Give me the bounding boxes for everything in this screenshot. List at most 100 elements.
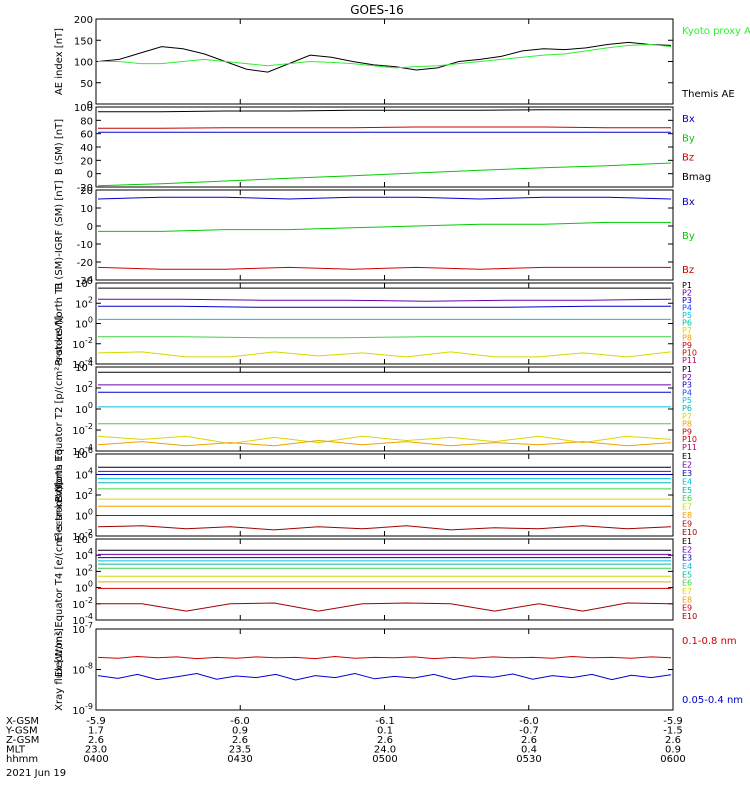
y-tick-label: 10-8 [72,662,93,677]
y-tick-label: 20 [80,156,93,167]
legend-item: E2 [682,545,692,554]
y-tick-label: 10-7 [72,621,93,636]
y-tick-label: 100 [75,580,93,595]
y-axis-label: B (SM)-IGRF (SM) [nT] [54,180,65,289]
y-axis-label: Electrons Equator T4 [e/(cm²-s-sr-keV)] [54,482,65,677]
time-axis-value: 2.6 [88,735,104,746]
panel-pe: 10-4 10-2 100 102 104 Protons Equator T2 [p/(… [54,316,697,503]
legend-item: P5 [682,311,692,320]
y-tick-label: 102 [75,380,93,395]
series-p3 [98,305,671,308]
y-tick-label: 100 [75,508,93,523]
series-bz [98,126,671,129]
time-axis-value: 0.9 [232,726,248,737]
y-tick-label: 102 [75,295,93,310]
time-axis: X-GSM -5.9 -6.0 -6.1 -6.0 -5.9 Y-GSM 1.7 0.9 0.1 -… [5,716,686,779]
y-tick-label: 20 [80,186,93,197]
time-axis-value: -6.1 [375,716,395,727]
legend-item: Bz [682,153,694,164]
y-axis-label: Protons Equator T2 [p/(cm²-s-sr-keV)] [54,316,65,503]
legend-item: P1 [682,365,692,374]
legend-item: P6 [682,319,692,328]
legend-item: P8 [682,420,692,429]
legend-item: E8 [682,595,692,604]
series-e10 [97,525,672,531]
time-axis-value: 2.6 [665,735,681,746]
panel-bsm: -20 0 20 40 60 80 100 B (SM) [nT] Bx By Bz Bmag [54,103,711,194]
legend-item: P10 [682,435,697,444]
series-bz [97,266,671,270]
y-tick-label: 50 [80,79,93,90]
panel-xray: 10-9 10-8 10-7 Xray flux [W/m²] 0.1-0.8 nm 0.… [54,621,743,717]
time-axis-value: 2.6 [377,735,393,746]
time-axis-value: -5.9 [663,716,683,727]
series-themis-ae [97,41,672,73]
y-tick-label: 106 [75,446,93,461]
series-p7 [97,435,672,445]
time-axis-value: 0600 [660,754,685,765]
y-tick-label: 80 [80,116,93,127]
series-p8 [97,439,672,447]
legend-item: E10 [682,612,697,621]
legend-item: E5 [682,570,692,579]
panel-frame [95,628,674,711]
panel-ae: 0 50 100 150 200 AE index [nT] Kyoto proxy AE T… [54,15,750,111]
y-tick-label: 10-2 [72,528,93,543]
legend-item: E9 [682,520,692,529]
legend-item: 0.05-0.4 nm [682,695,743,706]
legend-item: P10 [682,349,697,358]
y-tick-label: -20 [77,183,93,194]
y-axis-label: Electrons North T3 [54,448,65,541]
y-tick-label: 10-9 [72,702,93,717]
series-p2 [98,298,672,302]
legend-item: P9 [682,341,692,350]
legend-item: E1 [682,452,692,461]
legend-item: P7 [682,412,692,421]
time-axis-value: 0430 [227,754,252,765]
series-0-1-0-8-nm [97,655,672,660]
legend-item: E6 [682,579,692,588]
legend-item: Bx [682,197,695,208]
y-tick-label: 10-2 [72,422,93,437]
time-axis-value: 0.9 [665,745,681,756]
y-tick-label: 102 [75,563,93,578]
legend-item: E6 [682,494,692,503]
series-bmag [98,109,671,113]
y-tick-label: 40 [80,143,93,154]
legend-item: P3 [682,296,692,305]
legend-item: P2 [682,289,692,298]
legend-item: P11 [682,443,697,452]
y-tick-label: 150 [74,36,93,47]
series-kyoto-proxy-ae [98,43,672,69]
y-tick-label: 0 [87,100,93,111]
legend-item: E3 [682,554,692,563]
y-tick-label: 10 [80,204,93,215]
time-axis-value: -0.7 [519,726,539,737]
time-axis-value: 23.0 [85,745,107,756]
y-tick-label: 10-4 [72,356,93,371]
legend-item: E7 [682,503,692,512]
legend-item: E8 [682,511,692,520]
date-label: 2021 Jun 19 [6,768,66,779]
time-axis-value: 1.7 [88,726,104,737]
legend-item: P7 [682,326,692,335]
y-axis-label: Xray flux [W/m²] [54,628,65,711]
y-tick-label: 106 [75,531,93,546]
time-axis-value: 24.0 [374,745,396,756]
time-axis-value: 0500 [372,754,397,765]
panel-frame [95,453,674,537]
legend-item: Bmag [682,172,711,183]
y-tick-label: 100 [75,401,93,416]
time-axis-row-label: Y-GSM [5,726,38,737]
legend-item: By [682,133,695,144]
series-p6 [98,336,671,339]
series-e10 [98,602,672,612]
legend-item: E7 [682,587,692,596]
time-axis-value: 2.6 [521,735,537,746]
y-tick-label: 104 [75,359,93,374]
panel-frame [95,106,674,188]
